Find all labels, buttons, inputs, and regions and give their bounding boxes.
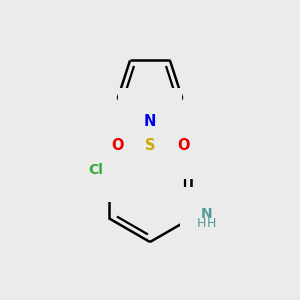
Text: N: N [201, 208, 212, 221]
Text: O: O [177, 137, 189, 152]
Text: O: O [111, 137, 123, 152]
Text: H: H [207, 217, 216, 230]
Text: S: S [145, 137, 155, 152]
Text: N: N [144, 115, 156, 130]
Text: N: N [201, 208, 212, 221]
Text: H: H [197, 217, 206, 230]
Text: N: N [144, 115, 156, 130]
Text: Cl: Cl [88, 163, 103, 176]
Text: O: O [177, 137, 189, 152]
Text: O: O [111, 137, 123, 152]
Text: Cl: Cl [88, 163, 103, 176]
Text: S: S [145, 137, 155, 152]
